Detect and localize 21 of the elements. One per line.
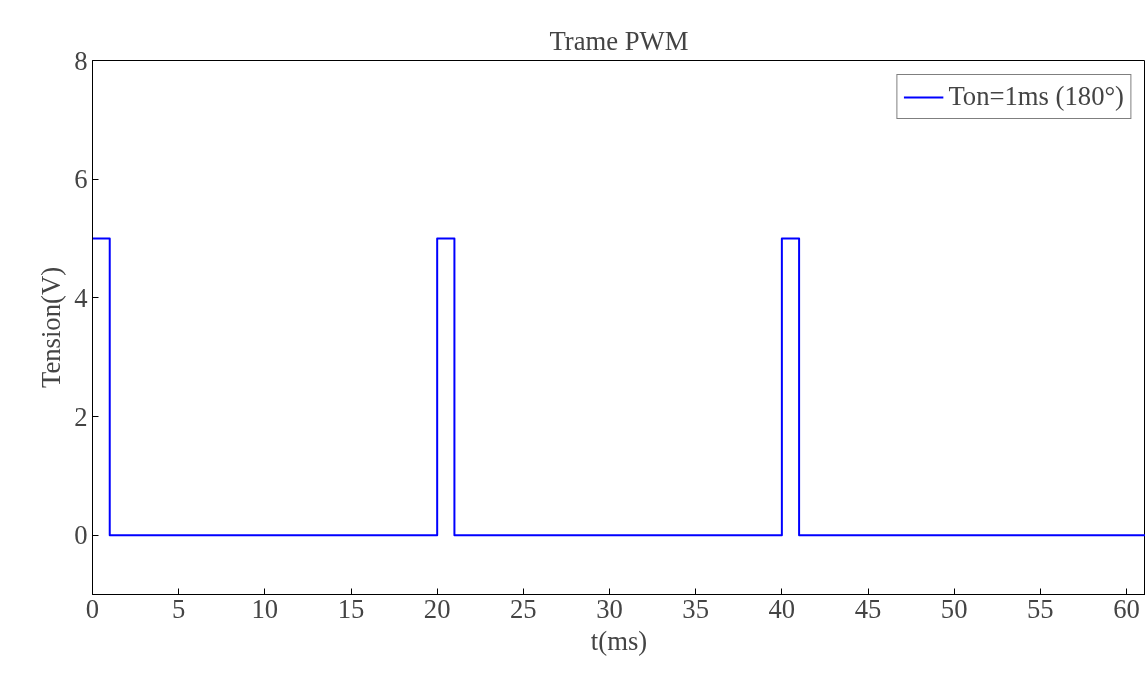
x-tick-label: 15	[337, 593, 365, 624]
x-axis-title: t(ms)	[590, 625, 648, 656]
x-tick-label: 45	[854, 593, 882, 624]
x-tick-label: 35	[682, 593, 710, 624]
y-tick-label: 2	[74, 401, 88, 432]
y-tick-label: 8	[74, 45, 88, 76]
x-tick-label: 25	[510, 593, 537, 624]
x-tick-label: 60	[1113, 593, 1140, 624]
y-axis-title: Tension(V)	[36, 266, 67, 389]
legend-label: Ton=1ms (180°)	[948, 81, 1124, 112]
y-tick-label: 4	[74, 282, 88, 313]
y-tick-label: 0	[74, 520, 88, 551]
x-tick-label: 5	[172, 593, 186, 624]
x-tick-label: 10	[251, 593, 279, 624]
x-tick-label: 50	[940, 593, 968, 624]
x-tick-label: 20	[423, 593, 451, 624]
y-tick-label: 6	[74, 164, 88, 195]
x-tick-label: 30	[596, 593, 623, 624]
x-tick-label: 55	[1027, 593, 1054, 624]
chart-title: Trame PWM	[549, 25, 689, 56]
x-tick-label: 40	[768, 593, 796, 624]
